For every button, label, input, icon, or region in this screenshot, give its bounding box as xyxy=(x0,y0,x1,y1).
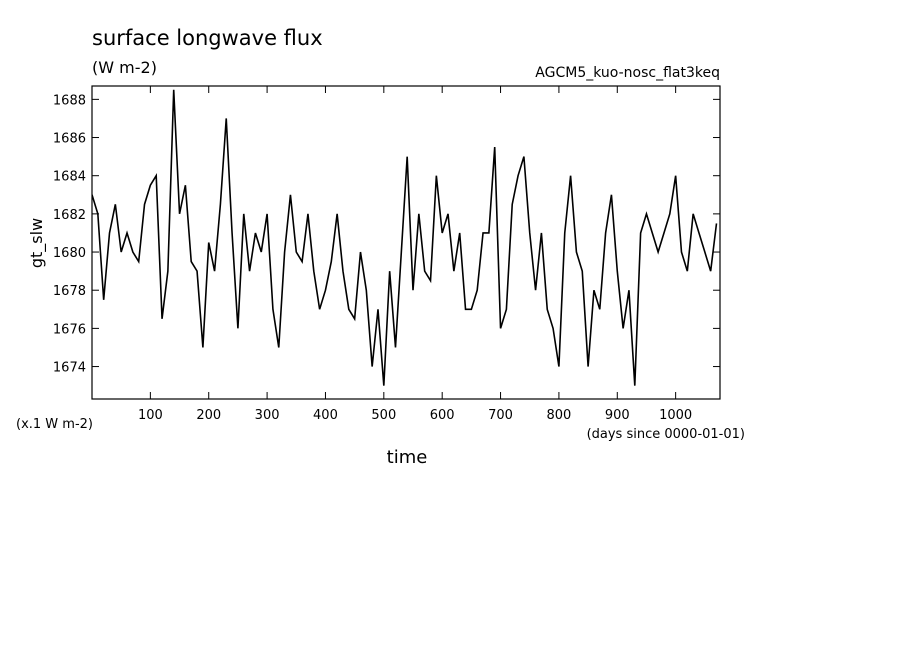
x-tick-label: 300 xyxy=(255,408,280,423)
y-tick-label: 1684 xyxy=(53,170,86,185)
x-tick-label: 200 xyxy=(196,408,221,423)
y-tick-label: 1688 xyxy=(53,93,86,108)
chart-title: surface longwave flux xyxy=(92,26,323,50)
y-tick-label: 1678 xyxy=(53,284,86,299)
x-tick-label: 600 xyxy=(430,408,455,423)
y-tick-label: 1682 xyxy=(53,208,86,223)
x-tick-label: 900 xyxy=(605,408,630,423)
plot-frame xyxy=(91,85,721,400)
y-tick-label: 1676 xyxy=(53,322,86,337)
x-tick-label: 500 xyxy=(371,408,396,423)
x-tick-label: 400 xyxy=(313,408,338,423)
data-line xyxy=(92,89,718,386)
y-tick-label: 1686 xyxy=(53,132,86,147)
x-tick-label: 700 xyxy=(488,408,513,423)
x-unit: (days since 0000-01-01) xyxy=(587,427,745,442)
x-axis-label: time xyxy=(387,447,428,468)
x-tick-label: 800 xyxy=(547,408,572,423)
y-tick-label: 1680 xyxy=(53,246,86,261)
y-axis-label: gt_slw xyxy=(27,218,47,268)
x-tick-label: 100 xyxy=(138,408,163,423)
annotation: AGCM5_kuo-nosc_flat3keq xyxy=(535,65,720,81)
y-unit: (x.1 W m-2) xyxy=(16,417,93,432)
y-tick-label: 1674 xyxy=(53,361,86,376)
x-tick-label: 1000 xyxy=(659,408,692,423)
subtitle: (W m-2) xyxy=(92,58,157,77)
